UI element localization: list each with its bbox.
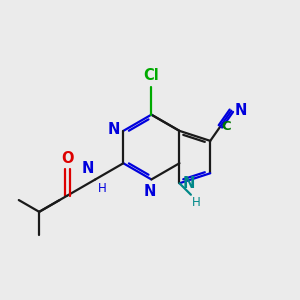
Text: O: O [61,151,74,166]
Text: N: N [107,122,120,137]
Text: N: N [81,161,94,176]
Text: N: N [144,184,156,199]
Text: H: H [192,196,201,209]
Text: N: N [182,176,195,191]
Text: H: H [98,182,106,195]
Text: Cl: Cl [143,68,159,83]
Text: C: C [222,120,232,133]
Text: N: N [235,103,247,118]
